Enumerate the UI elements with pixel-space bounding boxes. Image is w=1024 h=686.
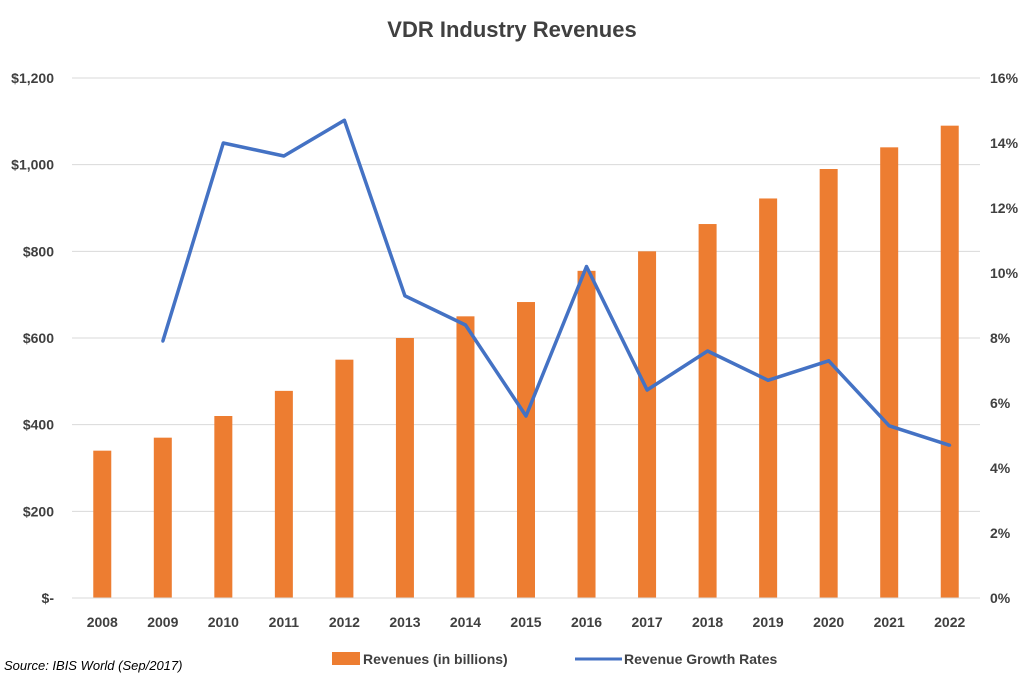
- x-tick-label: 2018: [692, 614, 723, 630]
- x-tick-label: 2010: [208, 614, 239, 630]
- left-tick-label: $-: [42, 590, 55, 606]
- right-tick-label: 12%: [990, 200, 1019, 216]
- revenue-bar: [759, 198, 778, 598]
- growth-rate-point: [161, 339, 165, 343]
- left-tick-label: $600: [23, 330, 54, 346]
- x-tick-label: 2017: [631, 614, 662, 630]
- legend: Revenues (in billions) Revenue Growth Ra…: [332, 651, 777, 667]
- right-axis: 0% 2% 4% 6% 8% 10% 12% 14% 16%: [990, 70, 1019, 606]
- left-tick-label: $400: [23, 417, 54, 433]
- legend-bar-swatch: [332, 652, 360, 665]
- x-tick-label: 2013: [389, 614, 420, 630]
- right-tick-label: 14%: [990, 135, 1019, 151]
- x-tick-label: 2019: [753, 614, 784, 630]
- growth-rate-point: [706, 349, 710, 353]
- growth-rate-point: [948, 443, 952, 447]
- x-axis: 2008 2009 2010 2011 2012 2013 2014 2015 2016 2017…: [72, 597, 980, 630]
- revenue-bar: [819, 169, 838, 598]
- chart-title: VDR Industry Revenues: [387, 17, 636, 42]
- revenue-bar: [93, 450, 112, 598]
- right-tick-label: 6%: [990, 395, 1011, 411]
- x-tick-label: 2015: [510, 614, 541, 630]
- right-tick-label: 0%: [990, 590, 1011, 606]
- x-tick-label: 2020: [813, 614, 844, 630]
- revenue-bar: [698, 224, 717, 599]
- source-note: Source: IBIS World (Sep/2017): [4, 658, 182, 673]
- right-tick-label: 8%: [990, 330, 1011, 346]
- growth-rate-point: [403, 294, 407, 298]
- revenue-bar: [880, 147, 899, 599]
- left-tick-label: $200: [23, 503, 54, 519]
- legend-line-label: Revenue Growth Rates: [624, 651, 777, 667]
- right-tick-label: 16%: [990, 70, 1019, 86]
- growth-rate-point: [342, 118, 346, 122]
- growth-rate-point: [463, 323, 467, 327]
- left-axis: $- $200 $400 $600 $800 $1,000 $1,200: [11, 70, 54, 606]
- revenue-bar: [335, 359, 354, 598]
- growth-rate-point: [645, 388, 649, 392]
- growth-rate-point: [827, 359, 831, 363]
- growth-rate-point: [887, 424, 891, 428]
- right-tick-label: 10%: [990, 265, 1019, 281]
- x-tick-label: 2012: [329, 614, 360, 630]
- x-tick-label: 2009: [147, 614, 178, 630]
- right-tick-label: 2%: [990, 525, 1011, 541]
- x-tick-label: 2008: [87, 614, 118, 630]
- x-tick-label: 2016: [571, 614, 602, 630]
- growth-rate-point: [524, 414, 528, 418]
- revenue-bar: [517, 302, 535, 598]
- revenue-bar: [153, 437, 172, 598]
- left-tick-label: $1,200: [11, 70, 54, 86]
- x-tick-label: 2021: [874, 614, 905, 630]
- revenue-bar: [577, 270, 596, 598]
- revenue-bar: [638, 251, 657, 599]
- revenue-bar: [395, 338, 414, 598]
- x-tick-label: 2022: [934, 614, 965, 630]
- revenue-bar: [456, 316, 475, 598]
- growth-rate-point: [282, 154, 286, 158]
- legend-bar-label: Revenues (in billions): [363, 651, 508, 667]
- growth-rate-line: [161, 118, 952, 447]
- growth-rate-point: [221, 141, 225, 145]
- x-tick-label: 2014: [450, 614, 481, 630]
- revenue-bar: [214, 416, 233, 598]
- growth-rate-polyline: [161, 118, 951, 447]
- x-tick-label: 2011: [269, 614, 300, 630]
- revenue-bars: [93, 125, 959, 599]
- right-tick-label: 4%: [990, 460, 1011, 476]
- growth-rate-point: [766, 378, 770, 382]
- revenue-bar: [940, 125, 959, 599]
- revenue-bar: [274, 390, 293, 598]
- left-tick-label: $1,000: [11, 157, 54, 173]
- left-tick-label: $800: [23, 243, 54, 259]
- growth-rate-point: [585, 265, 589, 268]
